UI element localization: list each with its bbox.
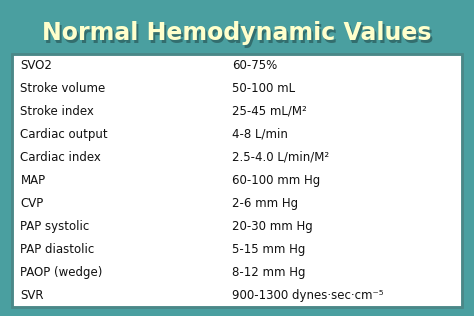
Text: Cardiac index: Cardiac index [20, 151, 101, 164]
Text: PAP diastolic: PAP diastolic [20, 243, 95, 256]
Text: 50-100 mL: 50-100 mL [232, 82, 295, 95]
Text: Normal Hemodynamic Values: Normal Hemodynamic Values [42, 21, 432, 45]
Text: 2.5-4.0 L/min/M²: 2.5-4.0 L/min/M² [232, 151, 329, 164]
Text: 25-45 mL/M²: 25-45 mL/M² [232, 105, 307, 118]
Text: Cardiac output: Cardiac output [20, 128, 108, 141]
Text: SVR: SVR [20, 289, 44, 302]
Text: SVO2: SVO2 [20, 59, 52, 72]
Text: Stroke index: Stroke index [20, 105, 94, 118]
Text: PAP systolic: PAP systolic [20, 220, 90, 233]
Text: MAP: MAP [20, 174, 46, 187]
Text: Stroke volume: Stroke volume [20, 82, 106, 95]
Text: 2-6 mm Hg: 2-6 mm Hg [232, 197, 298, 210]
Text: 20-30 mm Hg: 20-30 mm Hg [232, 220, 313, 233]
Text: CVP: CVP [20, 197, 44, 210]
Text: 60-100 mm Hg: 60-100 mm Hg [232, 174, 320, 187]
Text: 4-8 L/min: 4-8 L/min [232, 128, 288, 141]
Text: Normal Hemodynamic Values: Normal Hemodynamic Values [44, 24, 433, 48]
Text: 900-1300 dynes·sec·cm⁻⁵: 900-1300 dynes·sec·cm⁻⁵ [232, 289, 383, 302]
Text: 60-75%: 60-75% [232, 59, 277, 72]
Text: 5-15 mm Hg: 5-15 mm Hg [232, 243, 305, 256]
Text: 8-12 mm Hg: 8-12 mm Hg [232, 266, 306, 279]
Text: PAOP (wedge): PAOP (wedge) [20, 266, 103, 279]
